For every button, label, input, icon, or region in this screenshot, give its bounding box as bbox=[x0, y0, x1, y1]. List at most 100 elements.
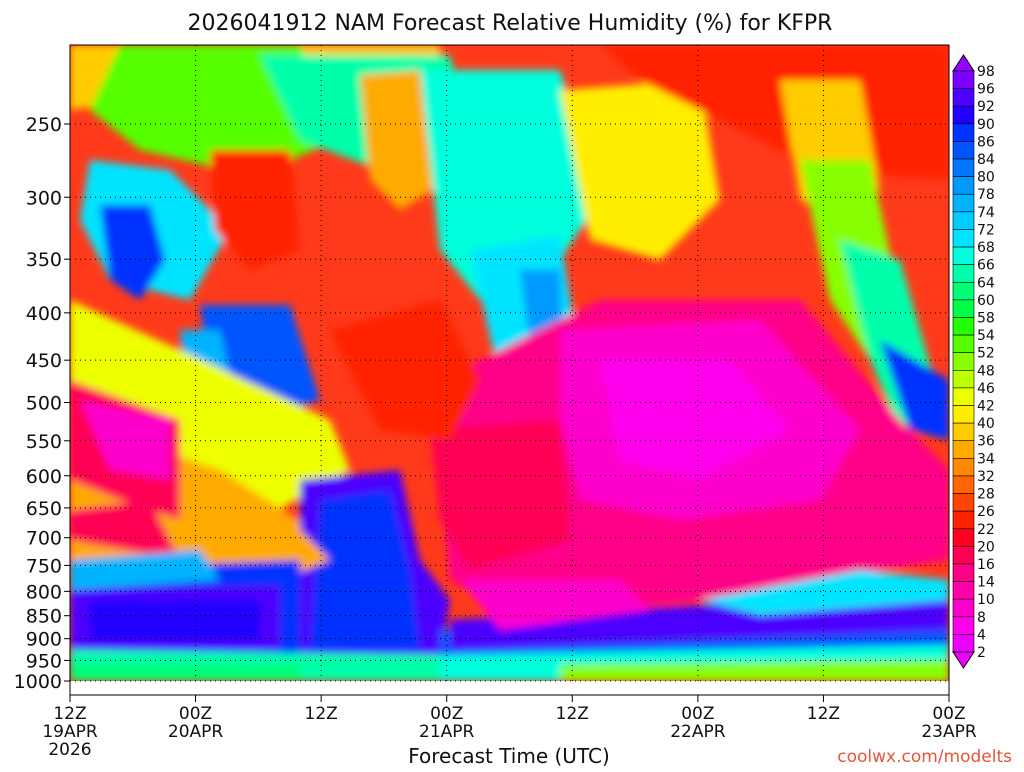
colorbar-label: 80 bbox=[977, 170, 995, 186]
rh-region bbox=[600, 360, 790, 480]
colorbar-label: 92 bbox=[977, 99, 995, 115]
x-tick-label: 22APR bbox=[670, 722, 726, 742]
y-tick-label: 450 bbox=[26, 350, 62, 372]
colorbar-swatch bbox=[952, 299, 975, 318]
rh-region bbox=[880, 340, 949, 440]
colorbar-bottom-arrow bbox=[952, 651, 975, 669]
x-tick-label: 12Z bbox=[305, 704, 338, 724]
rh-field bbox=[70, 45, 949, 681]
colorbar-top-arrow bbox=[952, 54, 975, 72]
plot-frame bbox=[69, 44, 950, 696]
colorbar-label: 22 bbox=[977, 522, 995, 538]
x-axis-title: Forecast Time (UTC) bbox=[408, 744, 610, 768]
x-tick-label: 2026 bbox=[48, 740, 91, 760]
colorbar-swatch bbox=[952, 70, 975, 89]
colorbar-label: 66 bbox=[977, 258, 995, 274]
colorbar-label: 36 bbox=[977, 434, 995, 450]
colorbar-label: 26 bbox=[977, 504, 995, 520]
y-tick-label: 700 bbox=[26, 528, 62, 550]
colorbar-label: 54 bbox=[977, 328, 995, 344]
colorbar-swatch bbox=[952, 405, 975, 424]
x-tick-label: 20APR bbox=[168, 722, 224, 742]
y-tick-label: 600 bbox=[26, 466, 62, 488]
colorbar-swatch bbox=[952, 510, 975, 530]
y-tick-label: 1000 bbox=[14, 671, 62, 693]
y-tick-label: 650 bbox=[26, 498, 62, 520]
colorbar-label: 68 bbox=[977, 240, 995, 256]
colorbar-swatch bbox=[952, 528, 975, 547]
colorbar-swatch bbox=[952, 352, 975, 371]
y-tick-label: 300 bbox=[26, 187, 62, 209]
colorbar-swatch bbox=[952, 281, 975, 301]
colorbar-swatch bbox=[952, 440, 975, 459]
y-tick-label: 400 bbox=[26, 303, 62, 325]
colorbar-label: 4 bbox=[977, 627, 986, 643]
colorbar-label: 84 bbox=[977, 152, 995, 168]
colorbar-label: 32 bbox=[977, 469, 995, 485]
y-tick-label: 750 bbox=[26, 555, 62, 577]
colorbar-label: 34 bbox=[977, 451, 995, 467]
credit-text[interactable]: coolwx.com/modelts bbox=[837, 747, 1012, 767]
colorbar-label: 8 bbox=[977, 610, 986, 626]
colorbar-swatch bbox=[952, 598, 975, 618]
colorbar-swatch bbox=[952, 422, 975, 442]
y-tick-label: 950 bbox=[26, 650, 62, 672]
rh-region bbox=[560, 80, 720, 260]
colorbar-label: 78 bbox=[977, 187, 995, 203]
rh-region bbox=[70, 665, 300, 681]
colorbar-label: 86 bbox=[977, 134, 995, 150]
colorbar-swatch bbox=[952, 88, 975, 107]
colorbar-swatch bbox=[952, 370, 975, 389]
colorbar-label: 20 bbox=[977, 539, 995, 555]
rh-region bbox=[460, 580, 650, 630]
y-tick-label: 550 bbox=[26, 431, 62, 453]
x-tick-label: 19APR bbox=[42, 722, 98, 742]
colorbar-swatch bbox=[952, 141, 975, 160]
rh-region bbox=[80, 400, 170, 480]
colorbar-swatch bbox=[952, 158, 975, 177]
colorbar-swatch bbox=[952, 229, 975, 248]
colorbar-swatch bbox=[952, 616, 975, 635]
rh-region bbox=[210, 150, 300, 270]
rh-region bbox=[430, 420, 570, 570]
colorbar-swatch bbox=[952, 387, 975, 406]
plot-area bbox=[70, 45, 949, 681]
colorbar-swatch bbox=[952, 264, 975, 283]
colorbar-swatch bbox=[952, 176, 975, 195]
colorbar-swatch bbox=[952, 634, 975, 653]
colorbar-swatch bbox=[952, 193, 975, 213]
rh-region bbox=[310, 490, 420, 650]
colorbar-label: 72 bbox=[977, 222, 995, 238]
colorbar-swatch bbox=[952, 475, 975, 494]
rh-region bbox=[330, 300, 480, 440]
y-tick-label: 850 bbox=[26, 606, 62, 628]
colorbar-label: 90 bbox=[977, 117, 995, 133]
colorbar-swatch bbox=[952, 458, 975, 477]
rh-region bbox=[70, 550, 220, 590]
colorbar-label: 52 bbox=[977, 346, 995, 362]
colorbar-label: 46 bbox=[977, 381, 995, 397]
y-tick-label: 350 bbox=[26, 249, 62, 271]
colorbar-label: 64 bbox=[977, 275, 995, 291]
colorbar-swatch bbox=[952, 546, 975, 565]
colorbar-swatch bbox=[952, 123, 975, 142]
x-tick-label: 00Z bbox=[430, 704, 463, 724]
colorbar-swatch bbox=[952, 317, 975, 336]
colorbar-label: 40 bbox=[977, 416, 995, 432]
colorbar-label: 96 bbox=[977, 82, 995, 98]
colorbar-label: 42 bbox=[977, 399, 995, 415]
colorbar-swatch bbox=[952, 563, 975, 582]
rh-region bbox=[70, 500, 180, 560]
x-tick-label: 23APR bbox=[921, 722, 977, 742]
colorbar-label: 10 bbox=[977, 592, 995, 608]
colorbar-label: 58 bbox=[977, 310, 995, 326]
colorbar-label: 28 bbox=[977, 487, 995, 503]
colorbar: 9896929086848078747268666460585452484642… bbox=[952, 54, 995, 669]
x-tick-label: 00Z bbox=[932, 704, 965, 724]
colorbar-swatch bbox=[952, 211, 975, 230]
x-tick-label: 00Z bbox=[179, 704, 212, 724]
colorbar-swatch bbox=[952, 493, 975, 512]
